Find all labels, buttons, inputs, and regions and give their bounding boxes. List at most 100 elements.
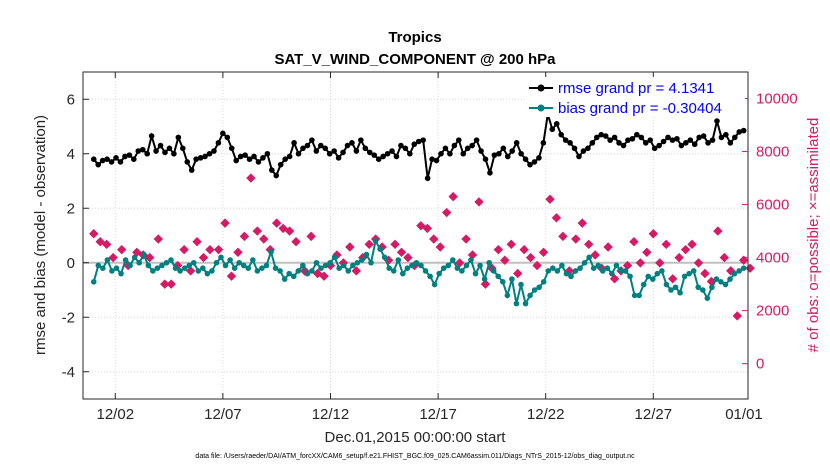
legend: rmse grand pr = 4.1341 bias grand pr = -… [527,77,745,117]
rmse-point [647,137,654,143]
rmse-point [215,140,222,146]
rmse-point [411,141,418,148]
legend-rmse-marker [537,84,545,92]
bias-point [677,289,683,296]
rmse-point [90,156,97,162]
bias-point [127,262,133,269]
rmse-point [300,145,306,152]
obs-assimilated-point [179,244,189,255]
rmse-point [669,137,676,143]
bias-point [322,262,329,269]
obs-assimilated-point [538,247,549,258]
bias-point [259,265,265,272]
rmse-point [496,150,502,157]
bias-point [436,270,442,277]
y-right-tick-label: 2000 [756,303,789,320]
obs-assimilated-point [89,229,99,239]
rmse-point [95,161,102,168]
y-right-tick-label: 4000 [756,250,789,267]
obs-assimilated-point [590,250,600,260]
bias-point [122,257,129,263]
rmse-point [220,130,226,137]
rmse-point [242,152,248,158]
bias-point [468,257,474,263]
bias-point [318,265,324,272]
obs-assimilated-point [732,311,742,321]
chart-title: Tropics [388,29,441,46]
bias-point [472,270,479,277]
obs-assimilated-point [545,194,555,204]
bias-point [172,265,179,272]
bias-point [213,259,220,266]
rmse-point [233,157,240,164]
rmse-point [602,133,609,139]
legend-rmse-label: rmse grand pr = 4.1341 [558,80,714,97]
y-axis-label: rmse and bias (model - observation) [32,115,49,355]
bias-point [640,281,647,288]
bias-point [459,268,465,274]
bias-point [231,265,238,272]
rmse-point [113,155,119,161]
rmse-point [629,135,636,142]
bias-point [272,265,279,272]
rmse-point [433,157,440,164]
obs-assimilated-point [345,242,355,252]
bias-point [304,270,311,277]
rmse-point [144,150,150,157]
bias-point [177,268,183,274]
rmse-point [567,140,573,146]
bias-point [690,268,697,274]
obs-assimilated-point [278,223,288,234]
rmse-point [331,148,337,154]
bias-point [200,265,206,272]
bias-point [531,287,538,293]
obs-assimilated-point [680,244,691,255]
bias-point [586,254,592,261]
bias-point [595,262,602,269]
obs-assimilated-point [271,218,282,228]
y-tick-label: 2 [67,200,75,217]
obs-assimilated-point [145,252,155,263]
rmse-point [522,156,529,162]
rmse-point [571,145,578,152]
bias-point [345,268,352,274]
rmse-point [206,150,213,157]
rmse-point [326,150,333,157]
bias-point [722,281,729,288]
bias-point [668,287,674,293]
footnote: data file: /Users/raeder/DAI/ATM_forcXX/… [195,453,635,460]
bias-point [277,268,283,274]
rmse-point [660,138,667,145]
bias-point [290,273,297,280]
bias-point [727,276,733,282]
obs-assimilated-point [551,213,562,223]
rmse-point [509,148,516,154]
rmse-point [593,134,600,141]
rmse-point [286,153,293,160]
bias-point [150,268,156,274]
rmse-point [193,156,199,162]
bias-point [350,262,356,269]
bias-point [486,259,492,266]
bias-point [581,259,588,266]
bias-point [145,262,152,269]
x-tick-label: 12/07 [204,406,242,423]
legend-bias-label: bias grand pr = -0.30404 [558,100,722,117]
rmse-point [104,156,110,162]
rmse-point [255,159,262,165]
bias-point [563,270,570,277]
obs-assimilated-point [416,221,426,231]
rmse-point [313,148,320,154]
rmse-point [580,148,587,154]
rmse-point [157,142,164,149]
bias-point [454,265,461,272]
obs-assimilated-point [95,236,105,247]
rmse-point [705,140,711,146]
rmse-point [398,142,404,149]
bias-point [113,265,120,272]
rmse-point [166,145,173,152]
obs-assimilated-point [719,252,730,263]
rmse-point [518,150,524,157]
obs-assimilated-point [153,234,164,244]
bias-point [709,284,715,291]
